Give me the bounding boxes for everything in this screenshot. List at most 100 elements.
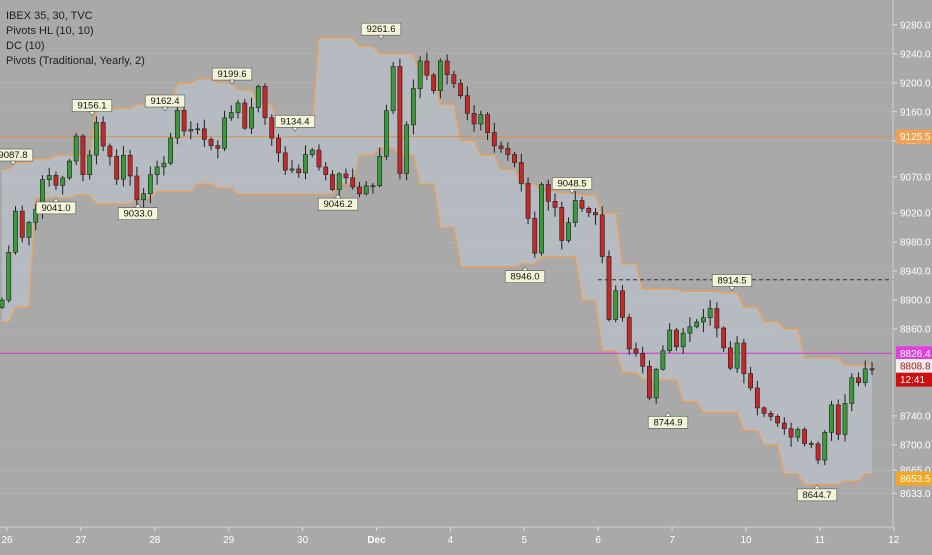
candle xyxy=(748,366,753,391)
candle-body-down xyxy=(815,443,821,461)
candle xyxy=(701,308,706,333)
candle-body-down xyxy=(559,206,565,241)
candle-body-up xyxy=(336,173,342,190)
candle xyxy=(309,147,315,158)
price-tick-label: 9070.0 xyxy=(900,172,931,183)
candle-body-up xyxy=(849,377,855,404)
candle-body-down xyxy=(330,174,335,190)
candle xyxy=(147,166,153,204)
candle-body-down xyxy=(350,177,356,188)
price-badge-background xyxy=(896,471,932,486)
candle-body-up xyxy=(46,175,52,180)
candle xyxy=(46,167,52,187)
pivot-label-pointer xyxy=(9,160,17,166)
time-tick-label: Dec xyxy=(367,535,386,546)
candle-body-down xyxy=(647,365,652,399)
time-tick-label: 11 xyxy=(815,535,826,546)
pivot-label: 9087.8 xyxy=(0,148,34,166)
legend-indicator-pivots-hl[interactable]: Pivots HL (10, 10) xyxy=(6,25,94,37)
candle xyxy=(633,342,639,357)
pivot-label-pointer xyxy=(728,286,736,292)
candle-body-up xyxy=(687,326,693,334)
candle-body-down xyxy=(464,95,470,114)
pivot-label-pointer xyxy=(88,111,96,117)
pivot-label-pointer xyxy=(228,79,236,85)
legend-symbol[interactable]: IBEX 35, 30, TVC xyxy=(6,10,93,22)
candle-body-up xyxy=(255,86,261,108)
candle-body-down xyxy=(781,422,787,429)
legend-indicator-dc[interactable]: DC (10) xyxy=(6,40,45,52)
price-badge: 8653.5 xyxy=(896,471,932,486)
pivot-label-text: 8946.0 xyxy=(510,272,539,283)
candle-body-down xyxy=(181,110,187,132)
candle-body-up xyxy=(168,137,173,164)
candle-body-down xyxy=(134,175,140,201)
candle xyxy=(303,145,308,180)
price-tick-label: 8633.0 xyxy=(900,489,931,500)
pivot-label-pointer xyxy=(134,203,142,209)
candle-body-down xyxy=(323,166,329,175)
time-tick-label: 26 xyxy=(1,535,13,546)
time-tick-label: 28 xyxy=(149,535,161,546)
candle-body-down xyxy=(491,132,497,147)
time-tick-label: 5 xyxy=(522,535,528,546)
candle-body-down xyxy=(505,148,511,155)
candle xyxy=(498,141,504,153)
candle-body-up xyxy=(734,342,740,369)
pivot-label: 9199.6 xyxy=(211,67,253,85)
pivot-label-text: 9087.8 xyxy=(0,150,28,161)
candle-body-down xyxy=(451,74,457,84)
price-badge: 8808.8 xyxy=(896,359,932,374)
price-axis-background xyxy=(893,0,932,550)
pivot-label: 8744.9 xyxy=(647,411,689,429)
candle xyxy=(694,319,700,329)
legend-indicator-pivots-traditional[interactable]: Pivots (Traditional, Yearly, 2) xyxy=(6,55,145,67)
candle xyxy=(613,285,619,323)
candle-body-up xyxy=(26,222,32,238)
price-tick-label: 9240.0 xyxy=(900,49,931,60)
candle-body-down xyxy=(127,154,133,177)
candle-body-down xyxy=(754,387,760,409)
candles xyxy=(0,52,875,466)
candle xyxy=(154,160,160,185)
time-tick-label: 7 xyxy=(669,535,675,546)
candle xyxy=(121,145,126,187)
candle-body-up xyxy=(680,332,686,348)
candle-body-up xyxy=(0,299,5,308)
candle-body-up xyxy=(660,350,666,370)
candle xyxy=(323,162,329,181)
candle xyxy=(471,105,477,132)
candle-body-up xyxy=(842,403,848,435)
candle xyxy=(761,406,767,417)
price-badge-text: 8653.5 xyxy=(900,474,931,485)
pivot-label-pointer xyxy=(813,484,821,490)
candle-body-up xyxy=(141,193,147,201)
candle-body-up xyxy=(6,251,12,301)
pivot-label: 8946.0 xyxy=(504,266,546,284)
time-tick-label: 6 xyxy=(595,535,601,546)
candle-body-down xyxy=(498,145,504,149)
time-tick-label: 4 xyxy=(448,535,454,546)
price-badge-text: 8808.8 xyxy=(900,362,931,373)
price-tick-label: 9160.0 xyxy=(900,107,931,118)
candle xyxy=(262,83,268,125)
candle xyxy=(357,182,362,198)
candle-body-up xyxy=(384,110,389,157)
candle xyxy=(235,99,241,119)
pivot-label-pointer xyxy=(521,266,529,272)
candle xyxy=(491,122,497,153)
candle xyxy=(114,149,120,185)
candle xyxy=(215,140,221,159)
time-tick-label: 30 xyxy=(297,535,309,546)
candle xyxy=(566,217,571,243)
candle xyxy=(208,137,214,151)
pivot-label: 9048.5 xyxy=(551,177,593,194)
candle-body-down xyxy=(215,145,221,149)
candle-body-up xyxy=(121,154,126,180)
candle-body-down xyxy=(276,137,281,154)
candle-body-up xyxy=(390,66,396,112)
candle xyxy=(849,373,855,412)
candle-body-up xyxy=(73,135,79,162)
